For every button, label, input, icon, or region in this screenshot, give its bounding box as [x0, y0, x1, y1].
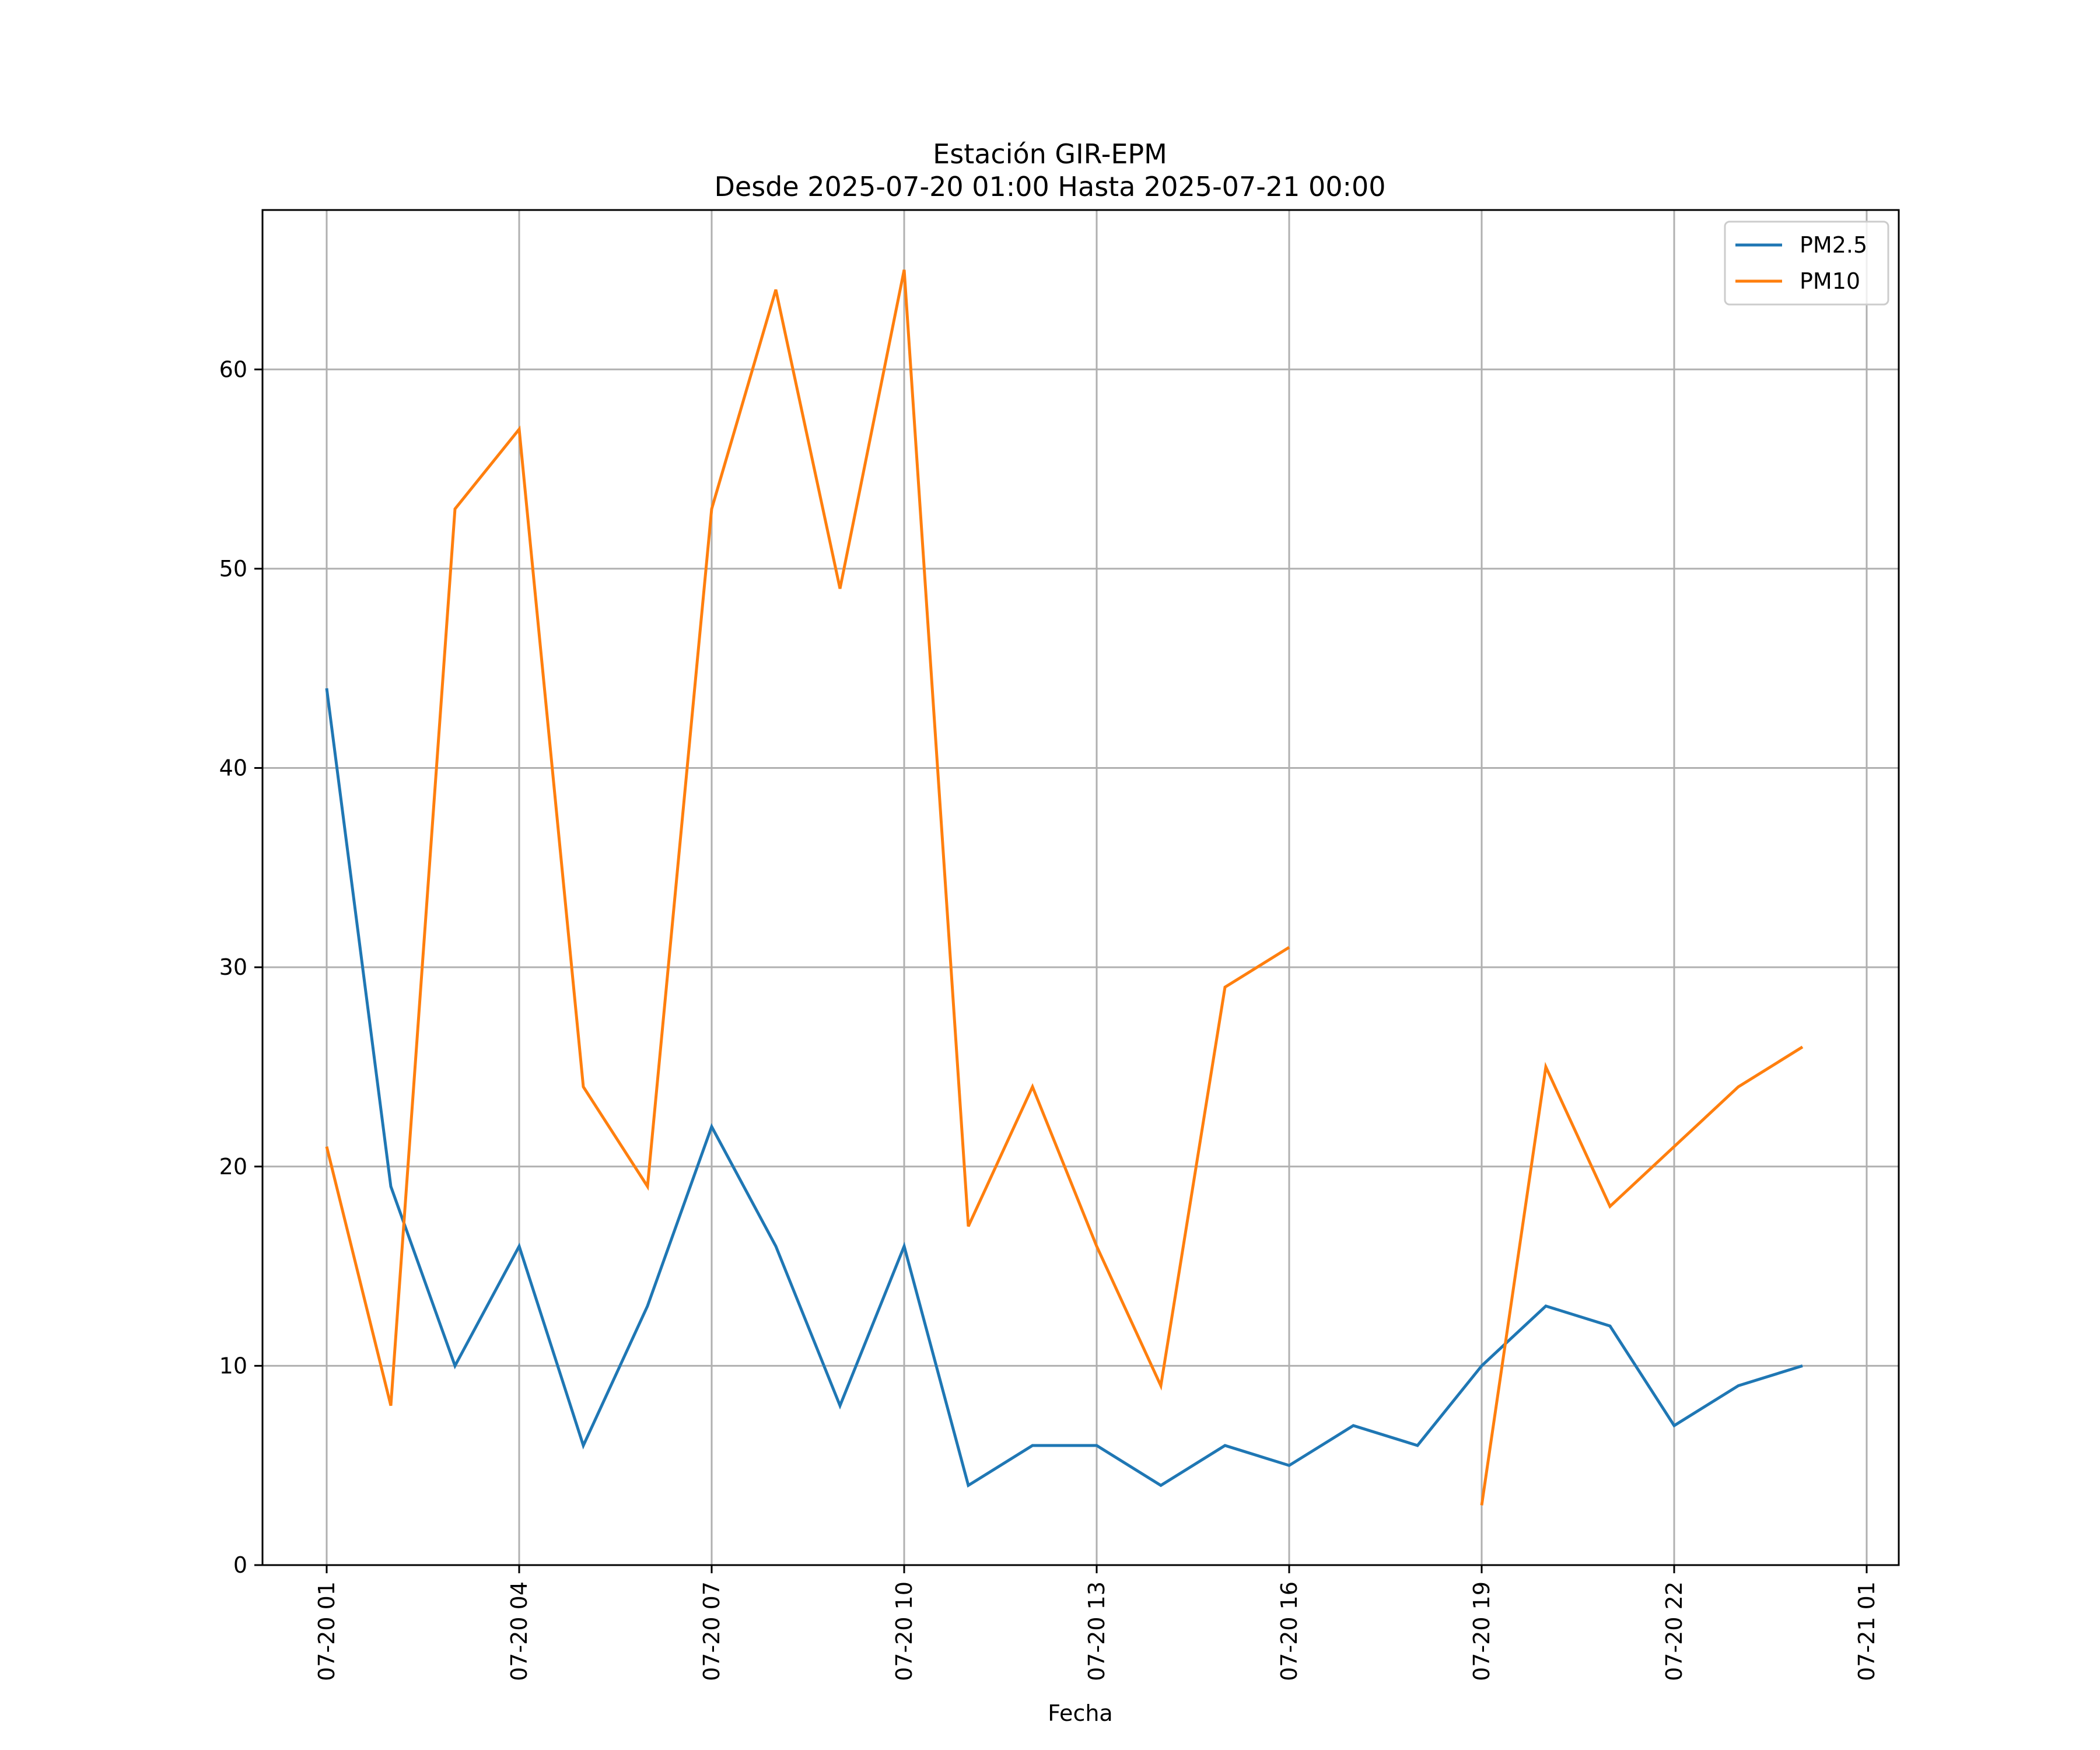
x-tick-label: 07-21 01 — [1854, 1581, 1880, 1681]
series-line-segment — [325, 270, 1290, 1406]
y-tick-label: 30 — [219, 954, 247, 980]
x-tick-label: 07-20 22 — [1661, 1581, 1687, 1681]
series-line-segment — [325, 688, 1803, 1488]
y-tick-label: 20 — [219, 1154, 247, 1180]
y-tick-label: 0 — [233, 1552, 247, 1578]
chart-subtitle: Desde 2025-07-20 01:00 Hasta 2025-07-21 … — [714, 171, 1385, 202]
plot-frame — [261, 209, 1900, 1566]
series-PM10 — [325, 270, 1804, 1506]
legend-label: PM2.5 — [1800, 232, 1867, 258]
x-tick-label: 07-20 01 — [314, 1581, 340, 1681]
x-axis-label: Fecha — [1048, 1700, 1112, 1726]
chart-title: Estación GIR-EPM — [933, 138, 1167, 170]
legend: PM2.5 PM10 — [1724, 220, 1889, 306]
y-axis-ticks: 0 10 20 30 40 50 60 — [219, 356, 262, 1578]
y-tick-label: 10 — [219, 1353, 247, 1378]
x-axis-ticks: 07-20 01 07-20 04 07-20 07 07-20 10 07-20 13… — [314, 1565, 1880, 1681]
legend-label: PM10 — [1800, 268, 1860, 294]
x-tick-label: 07-20 10 — [891, 1581, 917, 1681]
series-lines — [325, 270, 1804, 1506]
y-tick-label: 40 — [219, 755, 247, 781]
x-tick-label: 07-20 07 — [699, 1581, 724, 1681]
series-line-segment — [1480, 1045, 1804, 1506]
y-tick-label: 50 — [219, 556, 247, 582]
x-tick-label: 07-20 13 — [1084, 1581, 1110, 1681]
x-tick-label: 07-20 04 — [506, 1581, 532, 1681]
legend-box — [1724, 220, 1889, 306]
y-tick-label: 60 — [219, 356, 247, 382]
x-tick-label: 07-20 19 — [1469, 1581, 1494, 1681]
series-PM2.5 — [325, 688, 1803, 1488]
x-tick-label: 07-20 16 — [1276, 1581, 1302, 1681]
